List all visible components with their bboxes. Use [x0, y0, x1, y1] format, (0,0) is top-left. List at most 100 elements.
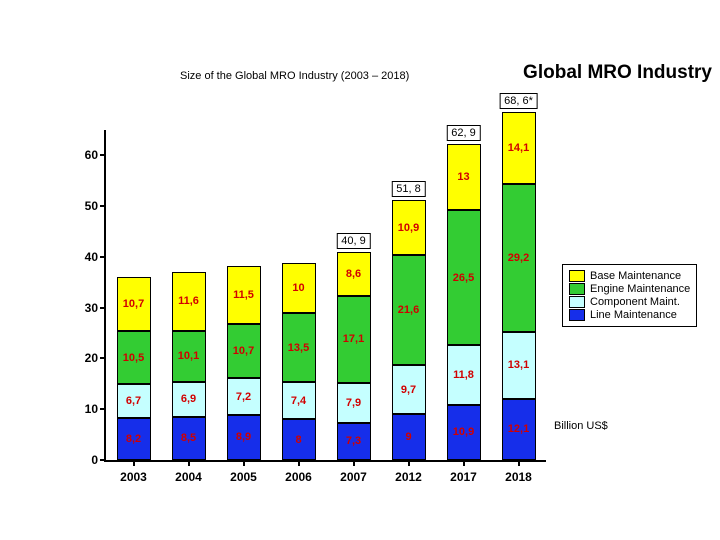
bar-segment-line: 8,5	[172, 417, 206, 460]
x-tick-label: 2006	[285, 470, 312, 484]
y-tick	[100, 307, 106, 309]
bar-segment-base: 11,6	[172, 272, 206, 331]
bar: 8,9 7,2 10,7 11,5	[227, 266, 261, 460]
bar-segment-engine: 10,5	[117, 331, 151, 384]
y-tick-label: 60	[72, 148, 98, 162]
legend-swatch	[569, 270, 585, 282]
x-tick	[353, 460, 355, 466]
x-tick-label: 2018	[505, 470, 532, 484]
bar-segment-label: 8,5	[173, 432, 205, 444]
bar: 8,2 6,7 10,5 10,7	[117, 277, 151, 460]
bar-segment-label: 7,9	[338, 397, 370, 409]
legend-swatch	[569, 296, 585, 308]
bar-segment-label: 10,7	[228, 345, 260, 357]
bar-segment-label: 11,8	[448, 369, 480, 381]
chart-subtitle: Size of the Global MRO Industry (2003 – …	[180, 70, 409, 82]
bar-segment-component: 7,9	[337, 383, 371, 423]
bar-segment-label: 8,2	[118, 433, 150, 445]
bar-segment-label: 29,2	[503, 252, 535, 264]
bar-segment-label: 13,1	[503, 359, 535, 371]
legend-label: Base Maintenance	[590, 270, 681, 282]
bar-segment-label: 7,2	[228, 391, 260, 403]
bar-segment-label: 26,5	[448, 272, 480, 284]
bar-segment-base: 10,7	[117, 277, 151, 331]
bar-segment-engine: 10,7	[227, 324, 261, 378]
legend-swatch	[569, 309, 585, 321]
bar-segment-label: 11,5	[228, 289, 260, 301]
legend-label: Component Maint.	[590, 296, 680, 308]
bar-segment-label: 10,5	[118, 352, 150, 364]
bar-segment-label: 17,1	[338, 333, 370, 345]
y-tick	[100, 154, 106, 156]
bar-segment-component: 13,1	[502, 332, 536, 399]
legend-item-engine: Engine Maintenance	[569, 283, 690, 295]
bar-segment-base: 14,1	[502, 112, 536, 184]
x-tick	[518, 460, 520, 466]
x-tick	[133, 460, 135, 466]
bar-segment-label: 6,7	[118, 395, 150, 407]
currency-label: Billion US$	[554, 420, 608, 432]
bar-segment-label: 8,6	[338, 268, 370, 280]
legend-item-base: Base Maintenance	[569, 270, 690, 282]
bar: 12,113,129,214,168, 6*	[502, 112, 536, 460]
y-tick-label: 20	[72, 351, 98, 365]
bar-segment-engine: 29,2	[502, 184, 536, 332]
x-tick	[463, 460, 465, 466]
x-tick-label: 2005	[230, 470, 257, 484]
bar-segment-label: 12,1	[503, 423, 535, 435]
x-tick-label: 2017	[450, 470, 477, 484]
chart-plot: 010203040506020038,26,710,510,720048,56,…	[104, 130, 546, 462]
bar: 99,721,610,951, 8	[392, 200, 426, 460]
x-tick	[243, 460, 245, 466]
bar-segment-label: 8,9	[228, 431, 260, 443]
bar-segment-component: 11,8	[447, 345, 481, 405]
bar-segment-label: 7,4	[283, 395, 315, 407]
y-tick	[100, 408, 106, 410]
bar: 10,911,826,51362, 9	[447, 144, 481, 460]
y-tick	[100, 357, 106, 359]
x-tick	[408, 460, 410, 466]
bar-segment-label: 11,6	[173, 295, 205, 307]
bar-segment-component: 7,2	[227, 378, 261, 415]
y-tick	[100, 205, 106, 207]
bar-segment-base: 10,9	[392, 200, 426, 255]
bar-segment-label: 21,6	[393, 304, 425, 316]
bar-segment-line: 10,9	[447, 405, 481, 460]
bar-segment-base: 8,6	[337, 252, 371, 296]
bar-segment-base: 10	[282, 263, 316, 314]
legend-swatch	[569, 283, 585, 295]
bar-segment-line: 8,9	[227, 415, 261, 460]
bar-segment-line: 12,1	[502, 399, 536, 460]
y-tick-label: 40	[72, 250, 98, 264]
bar-segment-engine: 13,5	[282, 313, 316, 382]
legend-item-component: Component Maint.	[569, 296, 690, 308]
y-tick-label: 50	[72, 199, 98, 213]
bar-total-label: 51, 8	[391, 181, 425, 197]
bar-segment-component: 6,7	[117, 384, 151, 418]
bar-segment-label: 6,9	[173, 393, 205, 405]
bar-segment-label: 13	[448, 171, 480, 183]
x-tick-label: 2007	[340, 470, 367, 484]
bar-segment-line: 8	[282, 419, 316, 460]
y-tick	[100, 256, 106, 258]
bar: 7,37,917,18,640, 9	[337, 252, 371, 460]
bar-segment-base: 13	[447, 144, 481, 210]
bar-segment-label: 10,9	[448, 426, 480, 438]
bar: 8,56,910,111,6	[172, 272, 206, 460]
bar-segment-label: 13,5	[283, 342, 315, 354]
bar-segment-line: 9	[392, 414, 426, 460]
x-tick	[298, 460, 300, 466]
y-tick-label: 30	[72, 301, 98, 315]
bar-segment-engine: 17,1	[337, 296, 371, 383]
bar-segment-label: 10,9	[393, 222, 425, 234]
bar-segment-label: 14,1	[503, 142, 535, 154]
bar-segment-label: 10,7	[118, 298, 150, 310]
legend: Base MaintenanceEngine MaintenanceCompon…	[562, 264, 697, 327]
x-tick-label: 2003	[120, 470, 147, 484]
legend-label: Line Maintenance	[590, 309, 677, 321]
bar-segment-engine: 26,5	[447, 210, 481, 345]
bar-segment-component: 9,7	[392, 365, 426, 414]
bar-segment-label: 7,3	[338, 435, 370, 447]
bar-segment-label: 10	[283, 282, 315, 294]
bar-total-label: 62, 9	[446, 125, 480, 141]
